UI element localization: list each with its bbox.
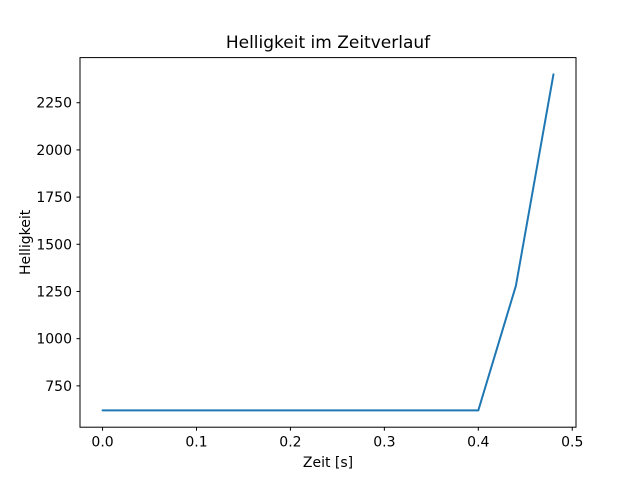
chart-title: Helligkeit im Zeitverlauf bbox=[226, 33, 431, 53]
y-tick-label: 1250 bbox=[36, 284, 72, 300]
plot-line bbox=[101, 73, 555, 412]
axes-spine bbox=[79, 57, 577, 428]
y-tick-label: 1750 bbox=[36, 190, 72, 206]
y-tick-label: 1500 bbox=[36, 237, 72, 253]
x-tick-label: 0.3 bbox=[373, 435, 395, 451]
y-tick-label: 1000 bbox=[36, 332, 72, 348]
y-tick-label: 2250 bbox=[36, 96, 72, 112]
y-tick-label: 2000 bbox=[36, 143, 72, 159]
y-tick-label: 750 bbox=[45, 379, 72, 395]
y-axis-label: Helligkeit bbox=[18, 209, 34, 275]
x-axis-label: Zeit [s] bbox=[303, 455, 353, 471]
x-tick-label: 0.2 bbox=[279, 435, 301, 451]
x-tick-label: 0.4 bbox=[467, 435, 489, 451]
x-tick-label: 0.1 bbox=[185, 435, 207, 451]
x-tick-label: 0.0 bbox=[91, 435, 113, 451]
plot-area: 0.0 0.1 0.2 0.3 0.4 0.5 750 1000 1250 1500 1750 200… bbox=[36, 57, 583, 451]
x-tick-label: 0.5 bbox=[561, 435, 583, 451]
